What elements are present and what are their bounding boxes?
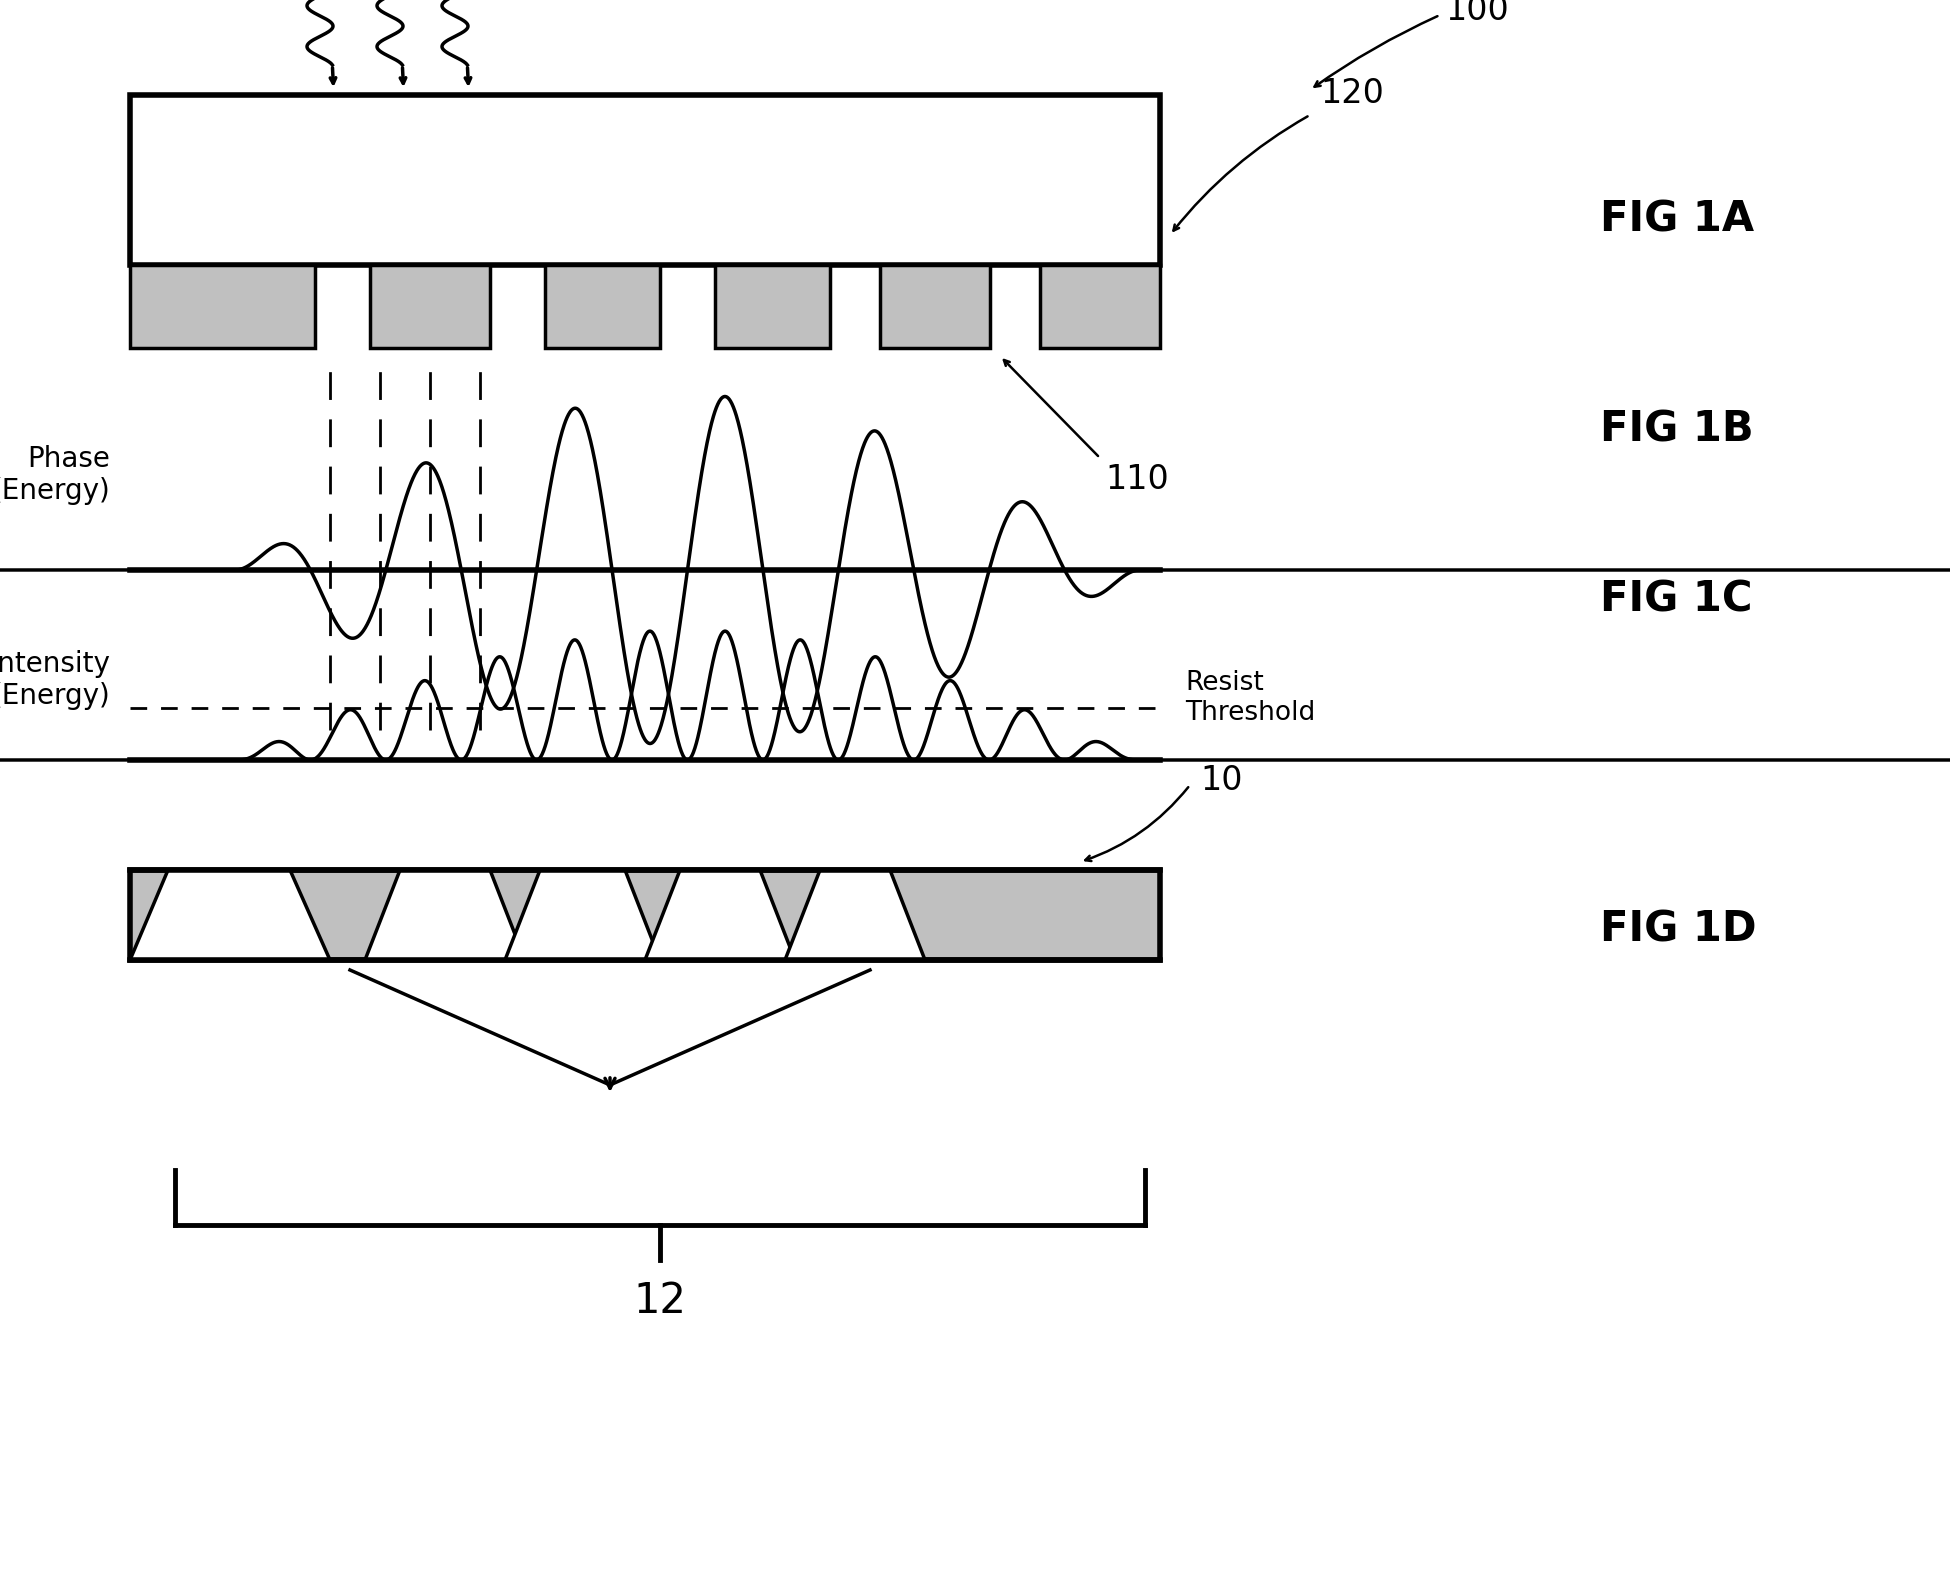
Bar	[716, 264, 831, 348]
Text: 12: 12	[634, 1280, 686, 1321]
Text: FIG 1C: FIG 1C	[1601, 579, 1753, 621]
Polygon shape	[131, 870, 330, 960]
Polygon shape	[365, 870, 525, 960]
Text: FIG 1A: FIG 1A	[1601, 200, 1755, 241]
Text: FIG 1D: FIG 1D	[1601, 909, 1757, 952]
Text: Phase
(Energy): Phase (Energy)	[0, 445, 109, 505]
Bar	[370, 264, 489, 348]
Bar	[131, 264, 316, 348]
Text: 100: 100	[1445, 0, 1509, 27]
Polygon shape	[645, 870, 796, 960]
Text: Intensity
(Energy): Intensity (Energy)	[0, 650, 109, 709]
Text: Resist
Threshold: Resist Threshold	[1186, 670, 1314, 727]
Bar	[879, 264, 991, 348]
Text: FIG 1B: FIG 1B	[1601, 409, 1753, 451]
Bar	[544, 264, 659, 348]
Bar	[1039, 264, 1160, 348]
Text: 110: 110	[1106, 462, 1168, 495]
Text: 120: 120	[1320, 77, 1384, 110]
Text: 10: 10	[1199, 763, 1242, 796]
Polygon shape	[786, 870, 924, 960]
Bar	[131, 870, 1160, 960]
Polygon shape	[505, 870, 659, 960]
Bar	[131, 94, 1160, 264]
